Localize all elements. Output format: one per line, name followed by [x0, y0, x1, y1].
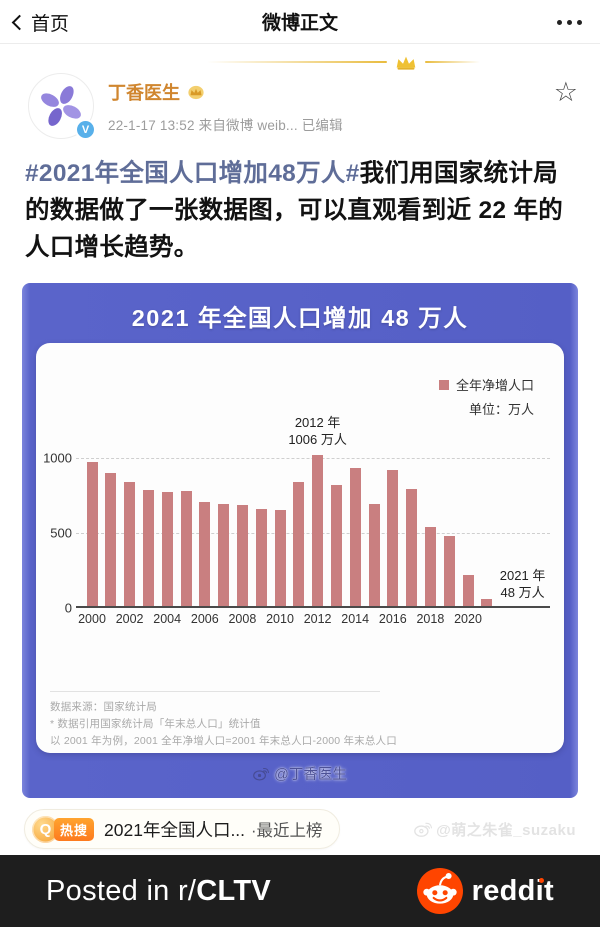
chart-footnotes: 数据来源：国家统计局 * 数据引用国家统计局「年末总人口」统计值 以 2001 …	[50, 699, 397, 750]
source-note: 数据来源：国家统计局	[50, 701, 157, 713]
weibo-logo-outline-icon	[414, 822, 433, 837]
hashtag-link[interactable]: #2021年全国人口增加48万人#	[25, 160, 360, 187]
vip-crown-banner	[0, 53, 600, 71]
chart-title: 2021 年全国人口增加 48 万人	[131, 305, 469, 331]
avatar[interactable]: V	[28, 73, 96, 140]
chart-legend: 全年净增人口	[438, 375, 534, 394]
divider-line	[50, 691, 380, 692]
crown-icon	[396, 56, 416, 70]
bar-2008	[236, 505, 248, 606]
bar-2005	[180, 490, 192, 606]
bar-2021	[481, 598, 493, 606]
bar-2002	[124, 482, 136, 606]
profile-meta: 丁香医生 22-1-17 13:52 来自微博 weib... 已编辑	[108, 73, 576, 134]
gold-line	[425, 61, 480, 63]
chevron-left-icon	[11, 14, 28, 31]
y-tick-1000: 1000	[43, 450, 72, 466]
post-text: #2021年全国人口增加48万人#我们用国家统计局的数据做了一张数据图，可以直观…	[0, 139, 600, 266]
annotation-2021: 2021 年 48 万人	[499, 568, 546, 600]
hot-search-suffix: ·最近上榜	[251, 822, 323, 840]
bar-2013	[330, 485, 342, 606]
post-body-text: 我们用国家统计局的数据做了一张数据图，可以直观看到近 22 年的人口增长趋势。	[25, 160, 564, 261]
nav-bar: 首页 微博正文	[0, 0, 600, 44]
bar-2014	[349, 468, 361, 606]
page-title: 微博正文	[261, 13, 338, 34]
posted-prefix: Posted in r/	[46, 874, 197, 907]
dot-icon	[557, 19, 562, 25]
x-tick-2014: 2014	[341, 612, 370, 626]
bar-2003	[142, 489, 154, 606]
x-tick-2000: 2000	[78, 612, 106, 626]
bar-2007	[218, 503, 230, 606]
y-tick-0: 0	[64, 600, 72, 616]
bar-2016	[387, 470, 399, 606]
x-tick-2008: 2008	[228, 612, 257, 626]
watermark-text: @萌之朱雀_suzaku	[436, 821, 576, 839]
x-tick-2004: 2004	[153, 612, 182, 626]
more-options-button[interactable]	[557, 0, 582, 44]
bar-2006	[199, 502, 211, 606]
favorite-star-button[interactable]: ☆	[553, 77, 578, 108]
bar-2009	[255, 508, 267, 606]
x-tick-2020: 2020	[454, 612, 482, 626]
legend-swatch	[438, 379, 449, 390]
dot-icon	[577, 19, 582, 25]
reddit-logo-icon	[416, 868, 463, 914]
gold-line	[207, 61, 387, 63]
posted-in-text: Posted in r/CLTV	[46, 875, 271, 908]
dot-icon	[567, 19, 572, 25]
legend-label: 全年净增人口	[455, 378, 534, 393]
footnote-1: * 数据引用国家统计局「年末总人口」统计值	[50, 718, 261, 730]
reddit-banner: Posted in r/CLTV reddit	[0, 855, 600, 927]
bar-2004	[161, 491, 173, 606]
x-tick-2002: 2002	[115, 612, 144, 626]
hot-search-text: 2021年全国人口...	[104, 819, 246, 840]
chart-watermark-text: @丁香医生	[274, 767, 347, 783]
reddit-brand: reddit	[416, 868, 554, 914]
bar-2017	[406, 489, 418, 606]
y-tick-500: 500	[50, 525, 72, 541]
bar-2019	[443, 535, 455, 606]
username[interactable]: 丁香医生	[108, 83, 180, 103]
chart-author-watermark: @丁香医生	[22, 763, 578, 784]
bar-2011	[293, 482, 305, 606]
bar-2012	[312, 455, 324, 606]
avatar-image	[28, 73, 94, 139]
x-tick-2010: 2010	[266, 612, 294, 626]
x-tick-2012: 2012	[303, 612, 332, 626]
bar-2001	[105, 473, 117, 606]
chart-image[interactable]: 2021 年全国人口增加 48 万人 全年净增人口 单位：万人 0 500 1000…	[22, 283, 578, 798]
bar-2018	[424, 526, 436, 606]
bar-2015	[368, 504, 380, 606]
reddit-i-dot	[538, 877, 544, 883]
bar-chart-plot: 0 500 1000 2000 2002 2004 2006 2008 2010 2012 2014…	[43, 415, 550, 626]
post-timestamp: 22-1-17 13:52 来自微博 weib... 已编辑	[108, 118, 343, 133]
profile-header: V 丁香医生 22-1-17 13:52 来自微博 weib... 已编辑 ☆	[0, 71, 600, 140]
verified-badge-icon: V	[75, 119, 96, 140]
hot-search-row: Q 热搜 2021年全国人口... ·最近上榜 @萌之朱雀_suzaku	[24, 809, 576, 849]
hot-search-pill[interactable]: Q 热搜 2021年全国人口... ·最近上榜	[24, 809, 340, 849]
bar-2020	[462, 575, 474, 606]
chart-card: 全年净增人口 单位：万人 0 500 1000 2000 2002 2004 2006 200…	[36, 343, 564, 753]
hot-badge: 热搜	[54, 817, 95, 841]
bar-2010	[274, 509, 286, 606]
lilac-logo-icon	[41, 86, 81, 126]
annotation-2012: 2012 年 1006 万人	[288, 415, 347, 447]
back-button[interactable]: 首页	[11, 0, 70, 44]
image-watermark: @萌之朱雀_suzaku	[414, 819, 576, 840]
gold-member-badge-icon	[188, 85, 204, 99]
x-tick-2006: 2006	[190, 612, 219, 626]
bar-2000	[86, 462, 98, 606]
x-tick-2016: 2016	[378, 612, 407, 626]
weibo-logo-icon	[253, 767, 270, 781]
unit-label: 单位：万人	[468, 402, 534, 417]
x-tick-2018: 2018	[416, 612, 445, 626]
reddit-wordmark: reddit	[472, 875, 554, 908]
back-label: 首页	[31, 13, 70, 35]
footnote-2: 以 2001 年为例，2001 全年净增人口=2001 年末总人口-2000 年…	[50, 735, 397, 747]
subreddit-name: CLTV	[196, 874, 272, 907]
